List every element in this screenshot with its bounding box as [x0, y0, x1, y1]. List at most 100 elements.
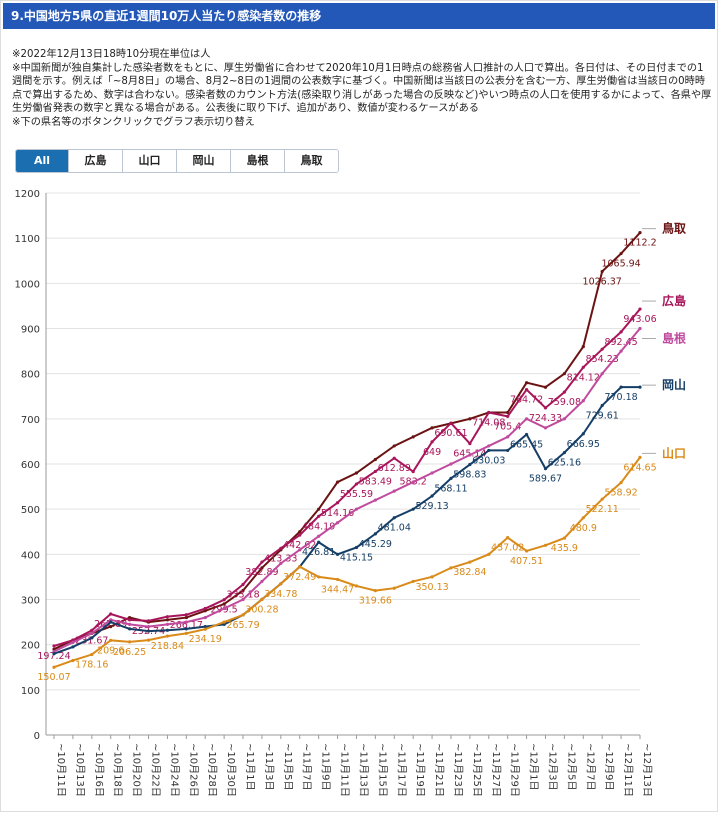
data-label: 300.28 — [245, 604, 278, 615]
y-tick-label: 800 — [21, 370, 40, 381]
data-point — [581, 365, 585, 369]
data-point — [581, 516, 585, 520]
data-point — [90, 636, 94, 640]
note-updated: ※2022年12月13日18時10分現在単位は人 — [12, 49, 211, 60]
data-point — [184, 627, 188, 631]
data-point — [90, 631, 94, 635]
data-label: 435.9 — [551, 543, 578, 554]
data-label: 589.67 — [529, 474, 562, 485]
data-point — [373, 532, 377, 536]
data-point — [279, 561, 283, 565]
data-label: 150.07 — [37, 672, 70, 683]
x-tick-label: ~11月9日 — [320, 743, 332, 790]
data-point — [392, 489, 396, 493]
data-point — [581, 399, 585, 403]
tab-tottori[interactable]: 鳥取 — [284, 150, 338, 172]
data-point — [619, 349, 623, 353]
data-point — [298, 530, 302, 534]
data-point — [638, 455, 642, 459]
data-point — [184, 631, 188, 635]
data-point — [506, 536, 510, 540]
y-tick-label: 100 — [21, 686, 40, 697]
data-point — [619, 480, 623, 485]
data-point — [581, 344, 585, 349]
data-point — [52, 665, 56, 669]
data-point — [203, 609, 207, 613]
data-point — [52, 649, 56, 654]
data-point — [392, 516, 396, 520]
data-label: 413.33 — [264, 553, 297, 564]
prefecture-tabs: All 広島 山口 岡山 島根 鳥取 — [15, 149, 339, 173]
data-point — [90, 628, 94, 632]
x-tick-label: ~11月17日 — [395, 743, 407, 797]
data-point — [317, 534, 321, 538]
data-label: 197.24 — [37, 651, 70, 662]
data-label: 445.29 — [359, 539, 392, 550]
tab-hiroshima[interactable]: 広島 — [68, 150, 122, 172]
data-label: 705.4 — [494, 421, 521, 432]
series-line — [53, 231, 641, 651]
data-point — [543, 385, 548, 389]
x-tick-label: ~11月13日 — [357, 743, 369, 797]
data-point — [468, 462, 472, 467]
data-point — [449, 566, 453, 570]
data-point — [562, 417, 566, 421]
tab-yamaguchi[interactable]: 山口 — [122, 150, 176, 172]
data-label: 231.67 — [75, 635, 108, 646]
data-label: 299.5 — [211, 605, 238, 616]
notes: ※2022年12月13日18時10分現在単位は人 ※中国新聞が独自集計した感染者… — [12, 48, 712, 130]
data-point — [487, 552, 491, 556]
page-title: 9.中国地方5県の直近1週間10万人当たり感染者数の推移 — [3, 3, 715, 29]
tab-okayama[interactable]: 岡山 — [176, 150, 230, 172]
data-label: 714.08 — [472, 417, 505, 428]
data-label: 206.25 — [113, 647, 146, 658]
data-label: 892.45 — [604, 337, 637, 348]
data-label: 484.19 — [302, 521, 335, 532]
data-label: 814.12 — [567, 372, 600, 383]
data-point — [279, 546, 283, 550]
data-point — [354, 545, 359, 550]
data-point — [71, 640, 75, 645]
data-label: 407.51 — [510, 556, 543, 567]
legend-label: 島根 — [662, 331, 686, 346]
data-point — [241, 597, 245, 602]
data-point — [279, 582, 283, 586]
data-point — [128, 615, 132, 620]
data-point — [52, 652, 56, 656]
data-point — [71, 658, 75, 663]
legend-label: 広島 — [662, 293, 686, 308]
x-tick-label: ~11月7日 — [301, 743, 313, 790]
x-tick-label: ~11月23日 — [452, 743, 464, 797]
data-point — [90, 652, 94, 657]
x-tick-label: ~11月25日 — [471, 743, 483, 797]
tab-shimane[interactable]: 島根 — [230, 150, 284, 172]
data-label: 625.16 — [548, 458, 581, 469]
x-tick-label: ~10月16日 — [93, 743, 105, 797]
data-point — [562, 390, 566, 394]
data-point — [222, 598, 226, 602]
data-point — [128, 640, 132, 644]
x-tick-label: ~12月5日 — [565, 743, 577, 790]
data-label: 943.06 — [623, 314, 656, 325]
data-label: 218.84 — [151, 641, 184, 652]
data-label: 442.62 — [283, 540, 316, 551]
tab-all[interactable]: All — [16, 150, 68, 172]
data-label: 665.45 — [510, 439, 543, 450]
data-label: 649 — [423, 447, 441, 458]
data-point — [392, 586, 396, 590]
data-point — [335, 501, 340, 505]
data-point — [468, 453, 472, 457]
data-point — [600, 347, 604, 351]
data-point — [411, 480, 415, 484]
x-tick-label: ~12月11日 — [622, 743, 634, 797]
data-label: 266.17 — [170, 620, 203, 631]
data-point — [298, 533, 302, 537]
y-tick-label: 500 — [21, 505, 40, 516]
data-point — [354, 507, 359, 511]
x-tick-label: ~10月13日 — [74, 743, 86, 797]
data-point — [222, 602, 226, 606]
data-point — [146, 638, 151, 642]
x-tick-label: ~10月24日 — [168, 743, 180, 797]
data-point — [638, 326, 642, 331]
data-label: 334.78 — [264, 589, 297, 600]
